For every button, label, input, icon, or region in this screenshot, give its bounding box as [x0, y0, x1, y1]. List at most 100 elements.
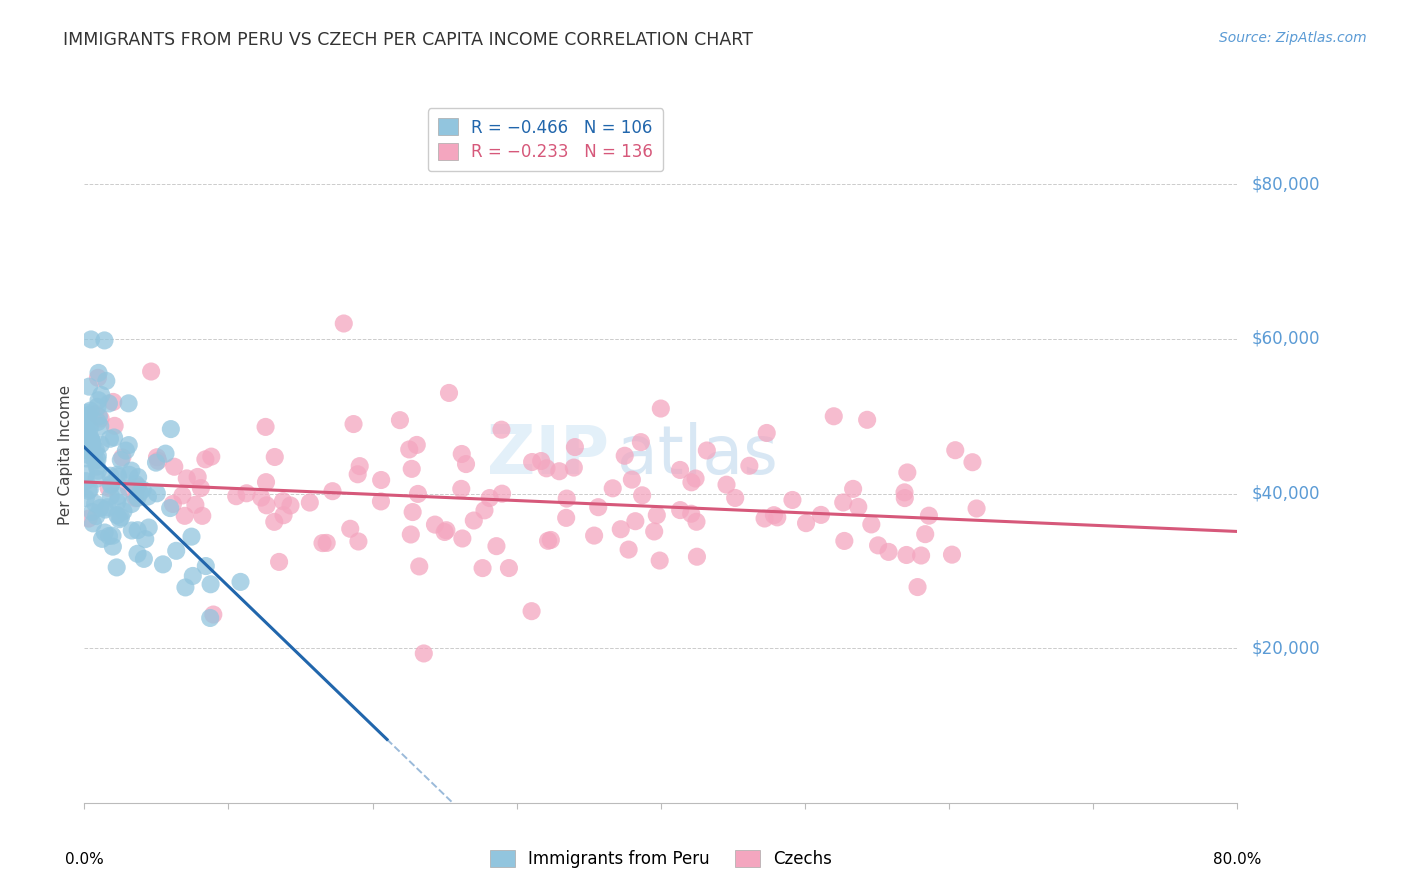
Point [401, 505, 423, 519]
Point [76, 423, 98, 437]
Point [685, 471, 707, 485]
Point [339, 522, 361, 536]
Point [766, 510, 789, 524]
Point [332, 317, 354, 331]
Point [907, 580, 929, 594]
Point [896, 466, 918, 480]
Point [176, 471, 198, 485]
Point [856, 413, 879, 427]
Point [77, 409, 100, 423]
Point [82, 516, 104, 531]
Point [162, 497, 184, 511]
Point [370, 473, 392, 487]
Point [82, 436, 104, 450]
Point [434, 523, 457, 537]
Point [347, 534, 370, 549]
Text: $40,000: $40,000 [1251, 484, 1320, 502]
Text: 0.0%: 0.0% [65, 852, 104, 866]
Point [128, 485, 150, 500]
Point [451, 532, 474, 546]
Point [536, 461, 558, 475]
Point [471, 561, 494, 575]
Point [631, 488, 654, 502]
Point [842, 482, 865, 496]
Point [105, 495, 128, 509]
Point [118, 438, 141, 452]
Point [399, 527, 422, 541]
Point [423, 517, 446, 532]
Point [174, 581, 197, 595]
Point [564, 440, 586, 454]
Point [669, 503, 692, 517]
Point [478, 491, 501, 505]
Point [159, 501, 181, 516]
Point [349, 459, 371, 474]
Point [108, 512, 131, 526]
Point [87, 409, 110, 424]
Point [180, 530, 202, 544]
Point [155, 447, 177, 461]
Point [97, 481, 120, 495]
Point [100, 489, 122, 503]
Point [762, 508, 785, 523]
Point [254, 475, 277, 490]
Point [94, 502, 117, 516]
Legend: Immigrants from Peru, Czechs: Immigrants from Peru, Czechs [484, 843, 838, 874]
Point [388, 413, 411, 427]
Point [229, 574, 252, 589]
Point [80, 434, 103, 448]
Point [454, 457, 477, 471]
Point [83, 453, 105, 467]
Point [87, 449, 110, 463]
Text: atlas: atlas [617, 422, 778, 488]
Point [602, 481, 624, 495]
Point [860, 517, 883, 532]
Point [754, 511, 776, 525]
Point [86, 400, 108, 414]
Point [93, 525, 115, 540]
Point [491, 486, 513, 500]
Point [80, 444, 103, 458]
Point [110, 510, 132, 524]
Point [184, 498, 207, 512]
Point [77, 448, 100, 462]
Point [530, 454, 553, 468]
Point [685, 515, 707, 529]
Point [450, 447, 472, 461]
Point [112, 504, 135, 518]
Point [98, 529, 121, 543]
Point [401, 462, 423, 476]
Point [75, 443, 97, 458]
Point [562, 460, 585, 475]
Point [77, 483, 100, 498]
Point [90, 411, 112, 425]
Point [172, 488, 194, 502]
Point [943, 443, 966, 458]
Point [91, 532, 114, 546]
Point [117, 396, 139, 410]
Point [810, 508, 832, 522]
Point [630, 435, 652, 450]
Point [202, 607, 225, 622]
Point [498, 561, 520, 575]
Y-axis label: Per Capita Income: Per Capita Income [58, 384, 73, 525]
Point [941, 548, 963, 562]
Point [96, 374, 118, 388]
Point [271, 494, 294, 508]
Point [669, 463, 692, 477]
Point [160, 422, 183, 436]
Point [77, 379, 100, 393]
Point [101, 529, 124, 543]
Point [918, 508, 941, 523]
Point [124, 491, 146, 506]
Point [225, 489, 247, 503]
Point [84, 407, 107, 421]
Point [280, 499, 302, 513]
Point [686, 549, 709, 564]
Point [87, 464, 110, 478]
Point [82, 505, 104, 519]
Point [118, 481, 141, 495]
Text: $60,000: $60,000 [1251, 330, 1320, 348]
Point [127, 523, 149, 537]
Point [406, 487, 429, 501]
